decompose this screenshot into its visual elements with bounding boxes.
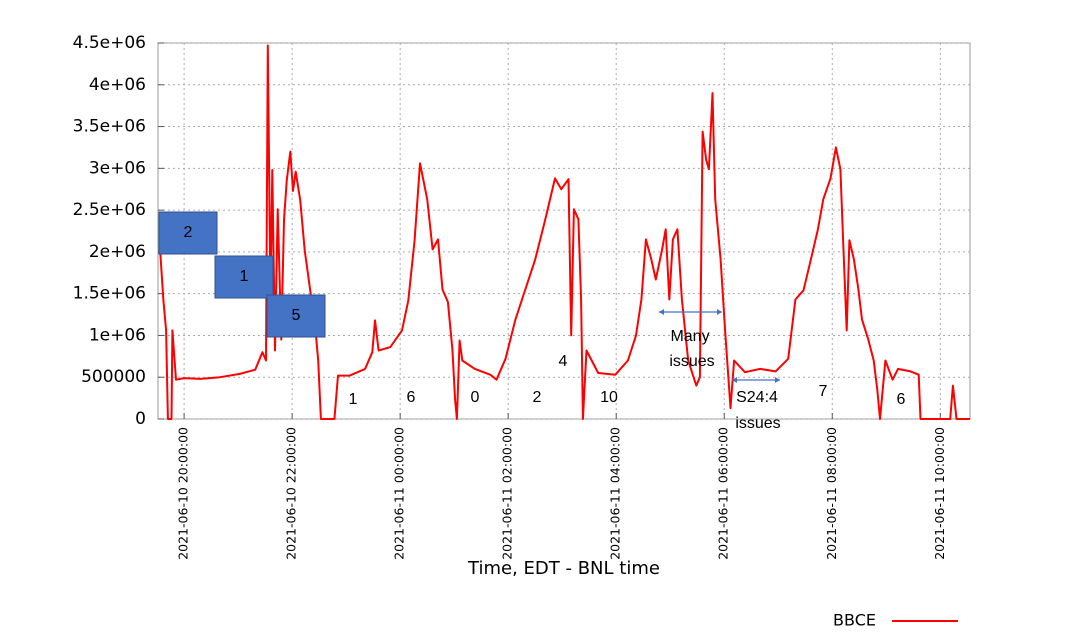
x-axis-title: Time, EDT - BNL time <box>467 558 660 579</box>
annotation: 6 <box>897 391 906 408</box>
x-tick-label: 2021-06-11 08:00:00 <box>824 427 839 560</box>
y-tick-label: 1e+06 <box>89 325 146 345</box>
annotation: 1 <box>240 268 249 285</box>
y-tick-label: 500000 <box>81 367 146 387</box>
y-tick-label: 4.5e+06 <box>73 33 146 53</box>
x-tick-label: 2021-06-10 20:00:00 <box>176 427 191 560</box>
annotation: 5 <box>292 307 301 324</box>
y-tick-label: 1.5e+06 <box>73 284 146 304</box>
x-tick-label: 2021-06-11 02:00:00 <box>500 427 515 560</box>
y-tick-label: 0 <box>135 409 146 429</box>
annotation: 10 <box>600 389 618 406</box>
annotation: 1 <box>349 391 358 408</box>
arrow-head <box>659 309 664 315</box>
x-tick-label: 2021-06-11 04:00:00 <box>608 427 623 560</box>
arrow-head <box>775 377 780 383</box>
annotation-box <box>214 255 274 299</box>
annotation: 2 <box>184 224 193 241</box>
y-tick-label: 3e+06 <box>89 158 146 178</box>
arrow-head <box>717 309 722 315</box>
annotation-box <box>158 211 218 255</box>
data-line <box>158 44 970 420</box>
x-tick-label: 2021-06-11 06:00:00 <box>716 427 731 560</box>
annotation: Many <box>670 328 709 345</box>
y-tick-label: 2e+06 <box>89 242 146 262</box>
x-tick-label: 2021-06-11 00:00:00 <box>392 427 407 560</box>
annotation: 7 <box>819 383 828 400</box>
annotation: issues <box>735 415 780 432</box>
arrow-head <box>732 377 737 383</box>
y-tick-label: 2.5e+06 <box>73 200 146 220</box>
annotation: 6 <box>407 389 416 406</box>
y-tick-label: 4e+06 <box>89 75 146 95</box>
annotation: 0 <box>471 389 480 406</box>
legend-label: BBCE <box>833 611 876 630</box>
annotation: 2 <box>533 389 542 406</box>
annotation: issues <box>669 353 714 370</box>
x-tick-label: 2021-06-11 10:00:00 <box>932 427 947 560</box>
y-tick-label: 3.5e+06 <box>73 117 146 137</box>
annotation-box <box>266 294 326 338</box>
x-tick-label: 2021-06-10 22:00:00 <box>284 427 299 560</box>
annotation: S24:4 <box>736 389 778 406</box>
annotation: 4 <box>559 353 568 370</box>
